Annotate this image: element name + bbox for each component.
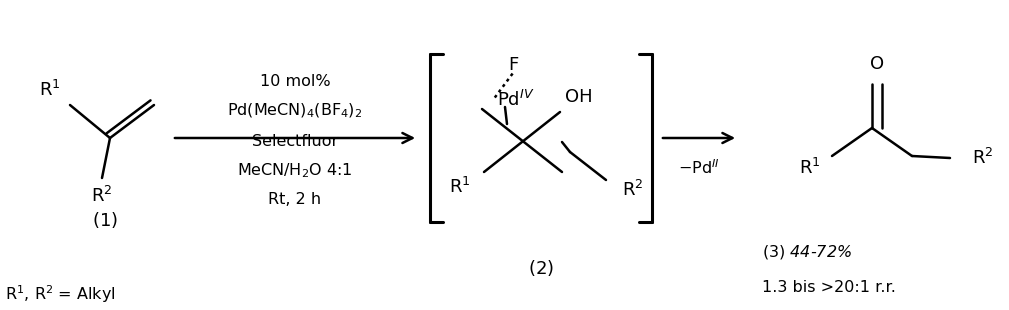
Text: MeCN/H$_2$O 4:1: MeCN/H$_2$O 4:1 <box>237 162 353 180</box>
Text: 1.3 bis >20:1 r.r.: 1.3 bis >20:1 r.r. <box>762 281 896 295</box>
Text: 10 mol%: 10 mol% <box>259 74 330 90</box>
Text: $-$Pd$^{II}$: $-$Pd$^{II}$ <box>678 159 719 177</box>
Text: O: O <box>870 55 884 73</box>
Text: R$^1$: R$^1$ <box>39 80 61 100</box>
Text: $(2)$: $(2)$ <box>528 258 554 278</box>
Text: R$^1$: R$^1$ <box>799 158 820 178</box>
Text: F: F <box>508 56 519 74</box>
Text: OH: OH <box>565 88 592 106</box>
Text: Rt, 2 h: Rt, 2 h <box>268 193 322 207</box>
Text: R$^2$: R$^2$ <box>91 186 113 206</box>
Text: Pd$^{IV}$: Pd$^{IV}$ <box>497 90 535 110</box>
Text: R$^1$, R$^2$ = Alkyl: R$^1$, R$^2$ = Alkyl <box>5 283 116 305</box>
Text: R$^2$: R$^2$ <box>622 180 644 200</box>
Text: Selectfluor: Selectfluor <box>252 134 338 148</box>
Text: R$^2$: R$^2$ <box>972 148 994 168</box>
Text: $(1)$: $(1)$ <box>92 210 118 230</box>
Text: $(3)$ 44-72%: $(3)$ 44-72% <box>762 243 852 261</box>
Text: Pd(MeCN)$_4$(BF$_4$)$_2$: Pd(MeCN)$_4$(BF$_4$)$_2$ <box>227 102 362 120</box>
Text: R$^1$: R$^1$ <box>449 177 471 197</box>
